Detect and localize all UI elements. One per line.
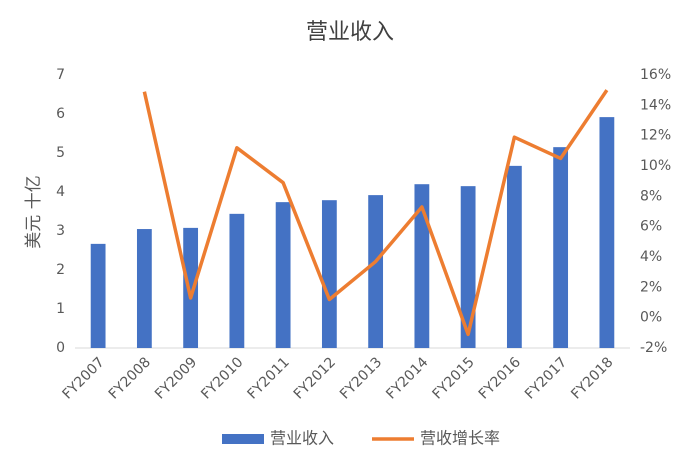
bar	[506, 165, 522, 348]
bar	[90, 243, 106, 348]
y-tick-label: 2	[56, 262, 65, 278]
y2-tick-label: 0%	[640, 310, 662, 326]
legend-swatch	[222, 434, 264, 444]
bar	[414, 184, 430, 348]
y2-tick-label: 10%	[640, 158, 671, 174]
bar	[229, 213, 245, 348]
legend-label: 营收增长率	[420, 429, 500, 448]
y2-tick-label: 6%	[640, 219, 662, 235]
y-tick-label: 6	[56, 106, 65, 122]
y2-tick-label: 12%	[640, 128, 671, 144]
bar	[275, 202, 291, 348]
y2-tick-label: -2%	[640, 340, 667, 356]
chart-title: 营业收入	[306, 20, 394, 45]
y-tick-label: 1	[56, 301, 65, 317]
bar	[183, 227, 199, 348]
legend-label: 营业收入	[270, 429, 334, 448]
bar	[553, 147, 569, 348]
bar	[368, 195, 384, 348]
y2-tick-label: 8%	[640, 188, 662, 204]
y-axis-label: 美元 十亿	[24, 175, 44, 248]
y2-tick-label: 16%	[640, 67, 671, 83]
line	[142, 89, 609, 337]
y-tick-label: 4	[56, 184, 65, 200]
y2-tick-label: 2%	[640, 279, 662, 295]
bar	[599, 117, 615, 349]
y-tick-label: 5	[56, 145, 65, 161]
y-tick-label: 0	[56, 340, 65, 356]
y-tick-label: 3	[56, 223, 65, 239]
bar	[460, 186, 476, 348]
y-tick-label: 7	[56, 67, 65, 83]
bar	[136, 229, 152, 348]
y2-tick-label: 4%	[640, 249, 662, 265]
bar	[321, 200, 337, 348]
y2-tick-label: 14%	[640, 97, 671, 113]
